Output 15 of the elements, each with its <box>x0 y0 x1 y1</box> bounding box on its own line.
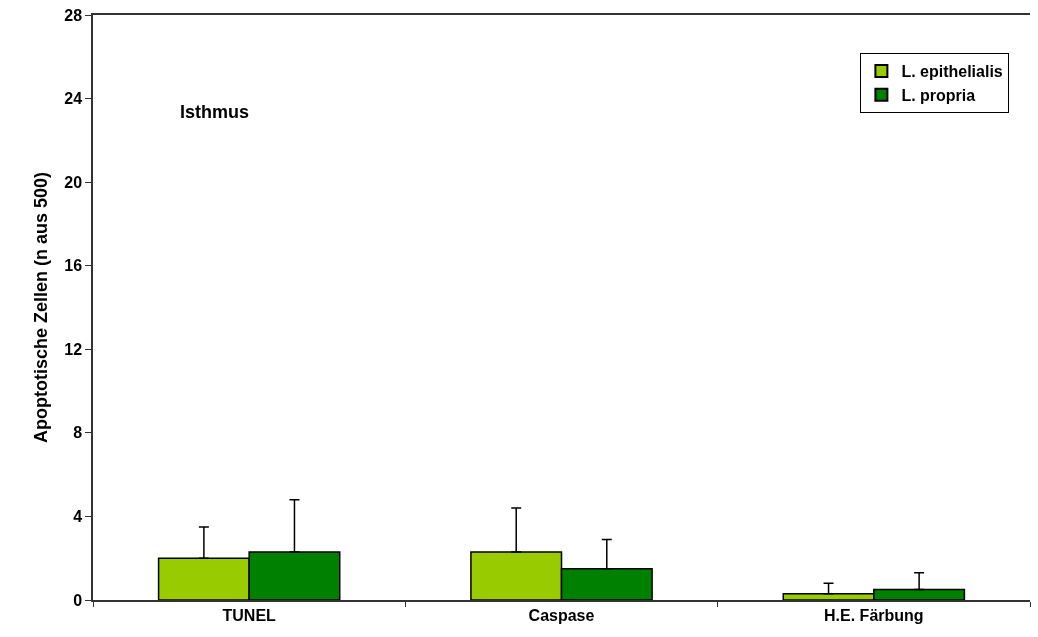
y-tick-label: 20 <box>64 173 83 191</box>
x-tick-label: TUNEL <box>222 606 277 624</box>
x-tick-label: Caspase <box>528 606 595 624</box>
y-tick-label: 28 <box>64 6 83 24</box>
y-tick-label: 12 <box>64 340 83 358</box>
y-tick-label: 4 <box>73 508 83 526</box>
y-tick-label: 8 <box>73 424 83 442</box>
annotation: Isthmus <box>180 102 250 122</box>
legend-label: L. epithelialis <box>901 63 1003 81</box>
y-tick-label: 24 <box>64 90 83 108</box>
x-tick-label: H.E. Färbung <box>824 606 924 624</box>
y-tick-label: 0 <box>73 591 83 609</box>
legend-label: L. propria <box>901 86 976 104</box>
y-axis-title: Apoptotische Zellen (n aus 500) <box>30 171 51 444</box>
y-tick-label: 16 <box>64 257 83 275</box>
